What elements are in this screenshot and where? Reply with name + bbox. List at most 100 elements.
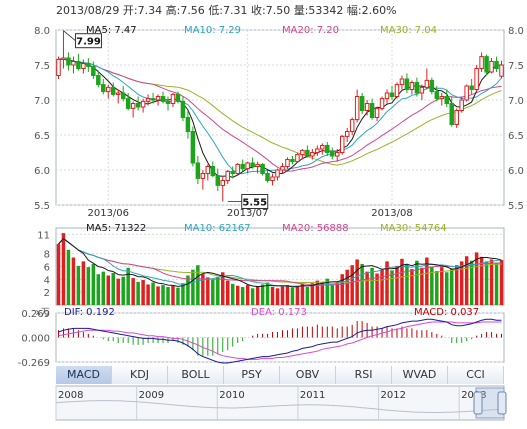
volume-bar [380,269,384,305]
volume-bar [454,265,459,305]
volume-bar [161,285,165,305]
macd-legend-item: MACD: 0.037 [414,307,479,318]
candle-body [235,163,240,174]
volume-bar [459,261,464,305]
navigator-handle-right[interactable] [497,391,507,415]
candle-body [469,85,474,90]
volume-bar [290,287,295,305]
candle-body [76,61,81,69]
price-tick-left: 6.5 [34,131,50,142]
header-close: 收:7.50 [251,4,291,17]
volume-bar [315,280,320,305]
volume-bar [126,267,130,305]
candle-body [339,135,345,153]
header-bar: 2013/08/29 开:7.34 高:7.56 低:7.31 收:7.50 量… [56,2,397,18]
candle-body [359,96,365,111]
volume-bar [240,287,245,305]
volume-bar [181,283,185,305]
tab-psy[interactable]: PSY [224,366,280,384]
candle-body [454,110,459,125]
volume-bar [216,276,220,305]
volume-bar [111,272,115,305]
volume-bar [410,269,414,305]
tab-wvad[interactable]: WVAD [392,366,448,384]
candle-body [409,82,415,90]
annotation-box [74,33,102,49]
candle-body [364,103,370,111]
navigator-year-label: 2011 [300,390,325,401]
navigator-handle-left[interactable] [473,391,483,415]
volume-bar [116,278,120,305]
macd-legend-item: DEA: 0.173 [251,307,307,318]
candle-body [160,96,166,102]
candle-body [489,61,494,73]
macd-tick: -0.269 [18,358,50,369]
candle-body [170,93,176,105]
volume-bar [340,274,344,305]
price-tick-left: 8.0 [34,26,50,37]
volume-bar [385,261,389,305]
header-volume: 量:53342 [293,4,344,17]
tab-macd[interactable]: MACD [56,366,112,384]
volume-bar [61,233,66,305]
volume-bar [390,270,394,305]
volume-bar [151,282,155,305]
indicator-tabs: MACD KDJ BOLL PSY OBV RSI WVAD CCI [56,366,504,384]
volume-bar [101,271,106,305]
price-legend-item: MA10: 7.29 [184,25,241,36]
volume-bar [171,285,175,305]
volume-bar [280,286,285,305]
volume-bar [469,260,474,305]
price-tick-left: 6.0 [34,166,50,177]
candle-body [335,152,340,157]
volume-legend-item: MA20: 56888 [282,223,349,234]
candle-body [369,103,375,118]
header-open: 开:7.34 [122,4,163,17]
ma10-line [58,58,502,175]
volume-bar [484,261,489,305]
candle-body [270,176,275,181]
volume-bar [325,278,330,305]
candle-body [81,63,86,69]
volume-bar [395,265,399,305]
macd-tick: 0.269 [21,309,50,320]
candle-body [140,100,146,108]
volume-bar [96,274,101,305]
volume-bar [71,257,76,305]
tab-cci[interactable]: CCI [448,366,504,384]
volume-bar [201,274,205,305]
volume-bar [300,283,305,305]
price-tick-right: 5.5 [508,201,524,212]
candle-body [240,163,245,170]
candle-body [115,92,121,95]
candle-body [280,166,285,171]
volume-bar [440,267,444,305]
volume-bar [270,287,275,305]
volume-bar [255,286,260,305]
candle-body [150,98,156,101]
tab-boll[interactable]: BOLL [168,366,224,384]
candle-body [210,166,216,177]
volume-bar [136,281,140,305]
navigator-year-label: 2010 [219,390,244,401]
volume-bar [330,284,335,305]
candle-body [479,56,484,69]
candle-body [325,145,330,153]
candle-body [86,63,91,67]
tab-kdj[interactable]: KDJ [112,366,168,384]
candle-body [384,92,390,100]
tab-rsi[interactable]: RSI [336,366,392,384]
volume-bar [400,258,404,305]
tab-obv[interactable]: OBV [280,366,336,384]
candle-body [320,145,325,150]
volume-bar [285,285,290,305]
candle-body [165,100,171,105]
volume-bar [415,260,419,305]
candle-body [245,162,250,170]
navigator-frame [55,385,505,421]
volume-bar [56,244,61,305]
price-tick-left: 5.5 [34,201,50,212]
candle-body [305,149,310,157]
